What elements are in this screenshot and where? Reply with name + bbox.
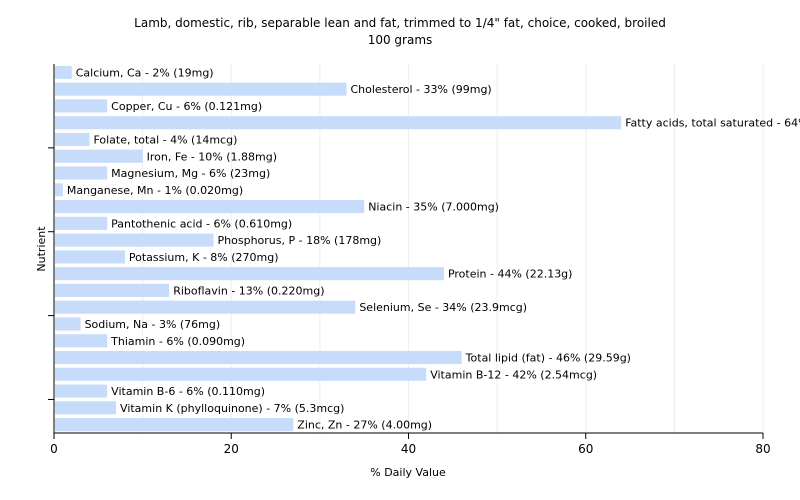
bar — [55, 183, 63, 197]
chart-subtitle: 100 grams — [368, 33, 433, 47]
x-tick-label: 0 — [50, 442, 58, 456]
bar-label: Folate, total - 4% (14mcg) — [93, 133, 237, 146]
bar-labels-group: Calcium, Ca - 2% (19mg) Cholesterol - 33%… — [67, 66, 800, 431]
x-axis-title: % Daily Value — [370, 466, 446, 479]
bar — [55, 200, 365, 214]
bar-label: Sodium, Na - 3% (76mg) — [85, 318, 221, 331]
y-axis-ticks — [48, 147, 54, 400]
bar — [55, 350, 462, 365]
bar-label: Vitamin B-6 - 6% (0.110mg) — [111, 385, 265, 398]
bar — [55, 283, 170, 297]
bar-label: Cholesterol - 33% (99mg) — [350, 83, 491, 96]
bar-label: Manganese, Mn - 1% (0.020mg) — [67, 184, 243, 197]
bar-label: Selenium, Se - 34% (23.9mcg) — [359, 301, 527, 314]
bar — [55, 267, 444, 281]
bar-label: Iron, Fe - 10% (1.88mg) — [147, 150, 277, 163]
bar — [55, 149, 143, 163]
bar — [55, 401, 117, 415]
bar — [55, 65, 72, 79]
bar — [55, 300, 356, 314]
bar-label: Fatty acids, total saturated - 64% (12.7… — [625, 117, 800, 130]
bar-label: Phosphorus, P - 18% (178mg) — [218, 234, 382, 247]
bars-group — [55, 65, 622, 432]
bar-label: Vitamin B-12 - 42% (2.54mcg) — [430, 368, 597, 381]
bar-label: Potassium, K - 8% (270mg) — [129, 251, 279, 264]
x-tick-label: 40 — [401, 442, 416, 456]
bar-label: Pantothenic acid - 6% (0.610mg) — [111, 217, 292, 230]
bar-label: Calcium, Ca - 2% (19mg) — [76, 66, 214, 79]
bar-label: Niacin - 35% (7.000mg) — [368, 201, 499, 214]
bar — [55, 132, 90, 147]
bar-label: Protein - 44% (22.13g) — [448, 268, 573, 281]
bar — [55, 334, 108, 348]
bar — [55, 216, 108, 230]
x-tick-label: 60 — [578, 442, 593, 456]
bar-label: Magnesium, Mg - 6% (23mg) — [111, 167, 270, 180]
bar — [55, 367, 427, 381]
x-tick-label: 20 — [224, 442, 239, 456]
bar-label: Zinc, Zn - 27% (4.00mg) — [297, 419, 432, 432]
bar — [55, 166, 108, 180]
bar — [55, 384, 108, 398]
chart-title: Lamb, domestic, rib, separable lean and … — [134, 16, 666, 30]
bar — [55, 418, 294, 432]
bar — [55, 82, 347, 96]
x-axis-ticks: 0 20 40 60 80 — [50, 433, 771, 456]
x-tick-label: 80 — [755, 442, 770, 456]
bar-label: Thiamin - 6% (0.090mg) — [110, 335, 245, 348]
bar-label: Total lipid (fat) - 46% (29.59g) — [465, 352, 631, 365]
bar — [55, 99, 108, 113]
bar — [55, 317, 81, 331]
bar — [55, 250, 125, 264]
bar — [55, 233, 214, 247]
bar-label: Copper, Cu - 6% (0.121mg) — [111, 100, 262, 113]
y-axis-title: Nutrient — [35, 226, 48, 272]
bar — [55, 116, 622, 130]
bar-label: Vitamin K (phylloquinone) - 7% (5.3mcg) — [120, 402, 344, 415]
bar-label: Riboflavin - 13% (0.220mg) — [173, 284, 324, 297]
